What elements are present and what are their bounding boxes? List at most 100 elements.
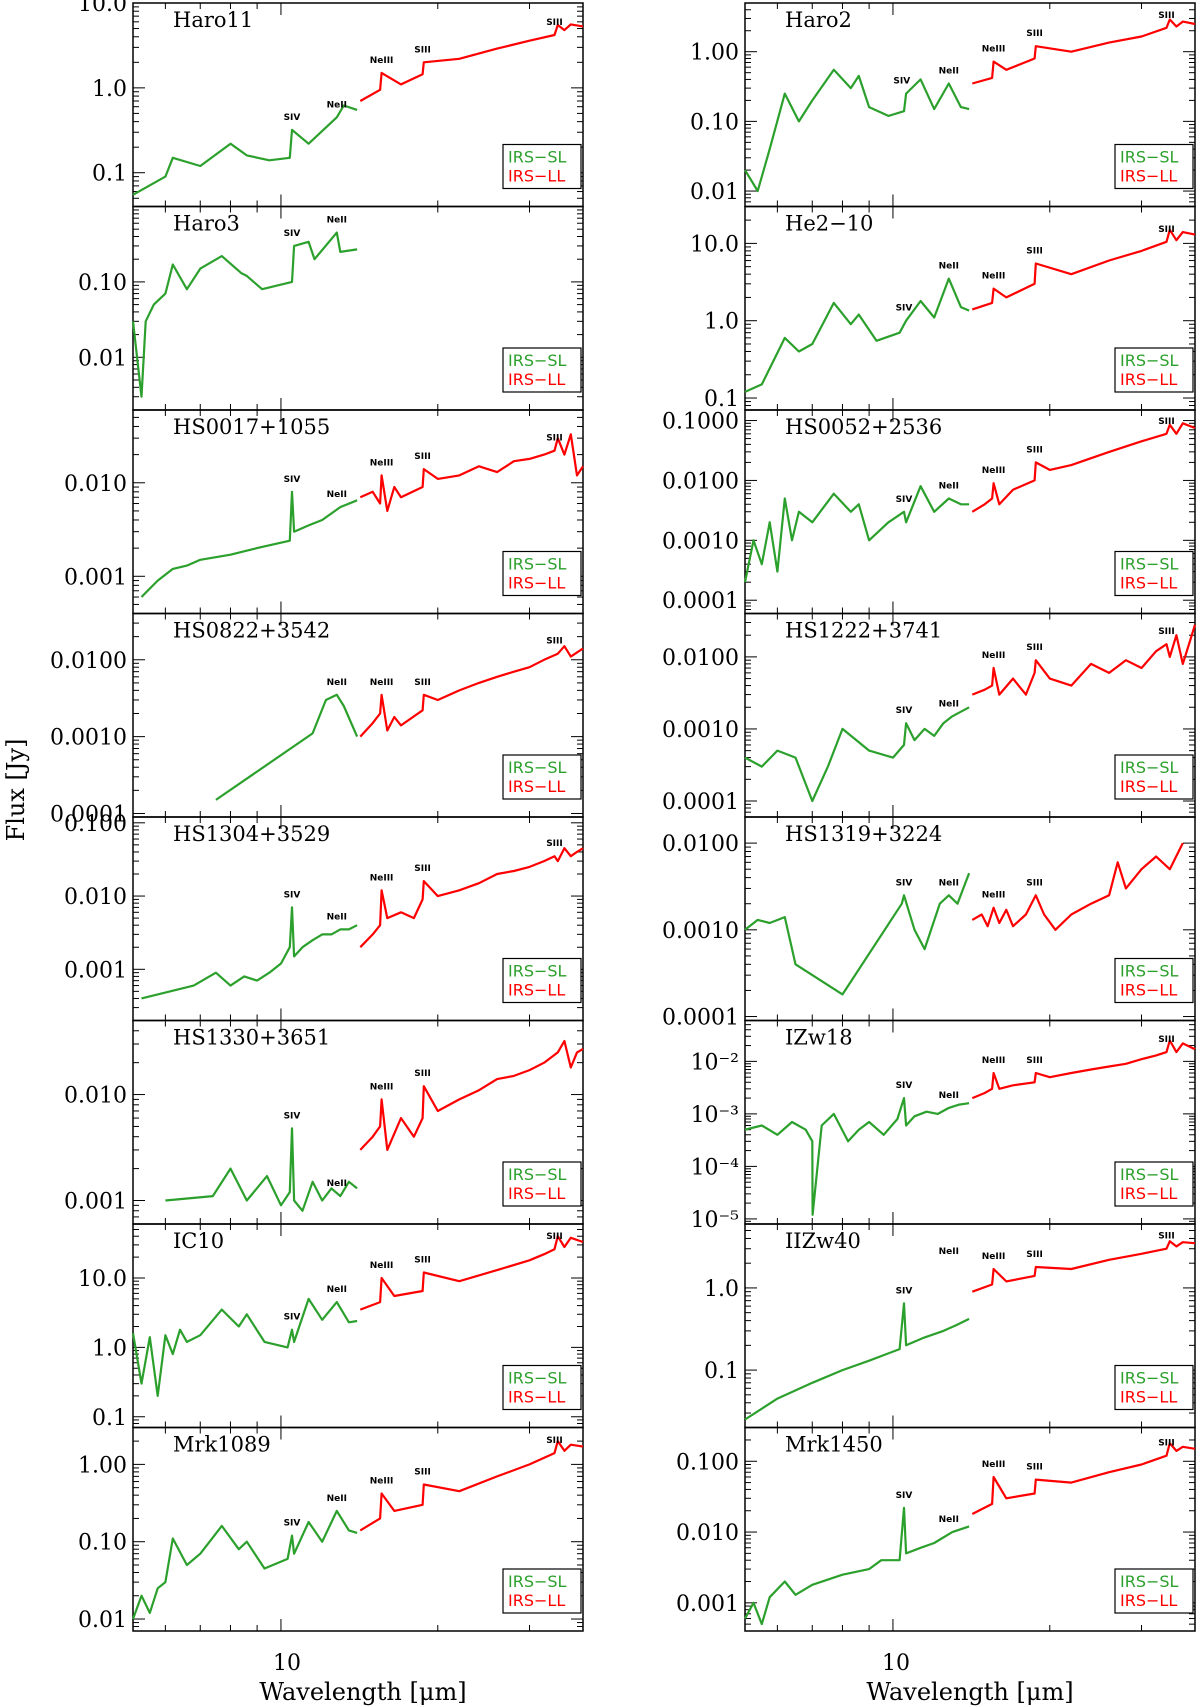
legend-irs-sl: IRS−SL (508, 1572, 567, 1591)
series-irs-sl-line (165, 1127, 358, 1212)
series-irs-sl-line (131, 1297, 358, 1398)
series-irs-sl-line (744, 277, 970, 393)
y-tick-label: 0.1 (704, 1359, 739, 1384)
series-irs-ll-line (971, 422, 1196, 513)
panel-hs0822-3542: 0.0001 0.0010 0.0100 HS0822+3542 NeII NeIII SI… (50, 612, 584, 827)
legend-irs-sl: IRS−SL (1120, 1572, 1179, 1591)
panel-haro11: 0.1 1.0 10.0 Haro11 SIV NeII NeIII SIII SIII IRS−… (78, 0, 584, 208)
panel-hs0052-2536: 0.0001 0.0010 0.0100 0.1000 HS0052+2536 SIV Ne… (662, 409, 1196, 615)
legend-irs-sl: IRS−SL (1120, 148, 1179, 167)
legend-irs-ll: IRS−LL (1120, 1184, 1177, 1203)
y-tick-label: 0.01 (78, 346, 127, 371)
panel-title: IIZw40 (785, 1229, 861, 1253)
y-tick-label: 0.001 (64, 565, 127, 590)
line-label-s3: SIII (1026, 29, 1043, 39)
x-tick-label-right: 10 (882, 1651, 910, 1676)
legend-irs-ll: IRS−LL (1120, 1591, 1177, 1610)
line-label-s3: SIII (1026, 445, 1043, 455)
line-label-ne2: NeII (939, 1247, 959, 1257)
series-irs-sl-line (215, 693, 359, 801)
panel-title: HS0052+2536 (785, 415, 942, 439)
legend-box (1114, 1568, 1194, 1614)
legend-irs-ll: IRS−LL (508, 574, 565, 593)
y-tick-label: 10.0 (690, 232, 739, 257)
panel-hs1319-3224: 0.0001 0.0010 0.0100 HS1319+3224 SIV NeII NeII… (662, 816, 1196, 1031)
legend-box (502, 957, 582, 1004)
series-irs-ll-line (359, 1235, 584, 1311)
legend-box (1114, 550, 1194, 597)
series-irs-sl-line (131, 231, 358, 398)
panel-haro2: 0.01 0.10 1.00 Haro2 SIV NeII NeIII SIII SIII IRS… (690, 2, 1196, 208)
line-label-ne2: NeII (327, 100, 347, 110)
y-tick-label: 0.010 (64, 885, 127, 910)
line-label-s3: SIII (1026, 643, 1043, 653)
panel-title: HS0017+1055 (173, 415, 330, 439)
panel-hs0017-1055: 0.001 0.010 HS0017+1055 SIV NeII NeIII SIII SII… (64, 409, 584, 615)
panel-mrk1089: 0.01 0.10 1.00 Mrk1089 SIV NeII NeIII SIII SIII I… (78, 1426, 584, 1633)
series-irs-ll-line (359, 1039, 584, 1152)
legend-box (1114, 347, 1194, 393)
plot-frame (744, 1426, 1196, 1632)
series-irs-ll-line (971, 842, 1184, 931)
legend-irs-ll: IRS−LL (1120, 370, 1177, 389)
line-label-ne3: NeIII (982, 1252, 1006, 1262)
legend-box (502, 143, 582, 190)
legend-irs-sl: IRS−SL (508, 1165, 567, 1184)
series-irs-ll-line (359, 433, 584, 512)
line-label-ne2: NeII (939, 1091, 959, 1101)
panel-title: HS1319+3224 (785, 822, 942, 846)
line-label-s3: SIII (1158, 11, 1175, 21)
series-irs-sl-line (744, 1506, 970, 1626)
line-label-ne3: NeIII (982, 1056, 1006, 1066)
line-label-s4: SIV (896, 1081, 913, 1091)
y-tick-label: 0.001 (64, 1189, 127, 1214)
series-irs-sl-line (744, 706, 970, 803)
line-label-s3: SIII (1026, 1250, 1043, 1260)
panel-title: Haro11 (173, 8, 253, 32)
line-label-s4: SIV (896, 878, 913, 888)
y-tick-label: 0.0001 (662, 790, 739, 815)
legend-box (502, 1161, 582, 1207)
line-label-ne2: NeII (939, 262, 959, 272)
line-label-s3: SIII (1158, 1439, 1175, 1449)
legend-box (502, 347, 582, 393)
y-tick-label: 0.0010 (662, 529, 739, 554)
y-tick-label: 1.0 (704, 310, 739, 335)
legend-box (1114, 143, 1194, 190)
line-label-ne2: NeII (939, 481, 959, 491)
y-tick-label: 0.10 (78, 1531, 127, 1556)
line-label-s4: SIV (284, 1313, 301, 1323)
y-tick-label: 0.100 (64, 812, 127, 837)
panel-title: Mrk1089 (173, 1433, 271, 1457)
panel-title: Mrk1450 (785, 1433, 883, 1457)
line-label-s4: SIV (284, 1519, 301, 1529)
y-tick-label: 1.00 (690, 41, 739, 66)
legend-irs-ll: IRS−LL (1120, 981, 1177, 1000)
plot-frame (132, 1426, 584, 1632)
line-label-ne2: NeII (327, 1285, 347, 1295)
line-label-s3: SIII (1158, 627, 1175, 637)
series-irs-sl-line (744, 1302, 970, 1421)
legend-irs-sl: IRS−SL (508, 758, 567, 777)
line-label-ne2: NeII (327, 912, 347, 922)
legend-irs-ll: IRS−LL (508, 777, 565, 796)
legend-irs-ll: IRS−LL (508, 1591, 565, 1610)
series-irs-ll-line (971, 1240, 1196, 1293)
x-tick-label-left: 10 (273, 1651, 301, 1676)
panel-iizw40: 0.1 1.0 IIZw40 SIV NeII NeIII SIII SIII IRS−SLIR… (704, 1223, 1196, 1429)
line-label-ne2: NeII (939, 878, 959, 888)
legend-irs-sl: IRS−SL (1120, 351, 1179, 370)
series-irs-ll-line (972, 18, 1196, 85)
legend-irs-sl: IRS−SL (1120, 1369, 1179, 1388)
legend-irs-sl: IRS−SL (1120, 962, 1179, 981)
panel-title: IZw18 (785, 1026, 853, 1050)
line-label-ne3: NeIII (370, 873, 394, 883)
line-label-s4: SIV (893, 77, 910, 87)
